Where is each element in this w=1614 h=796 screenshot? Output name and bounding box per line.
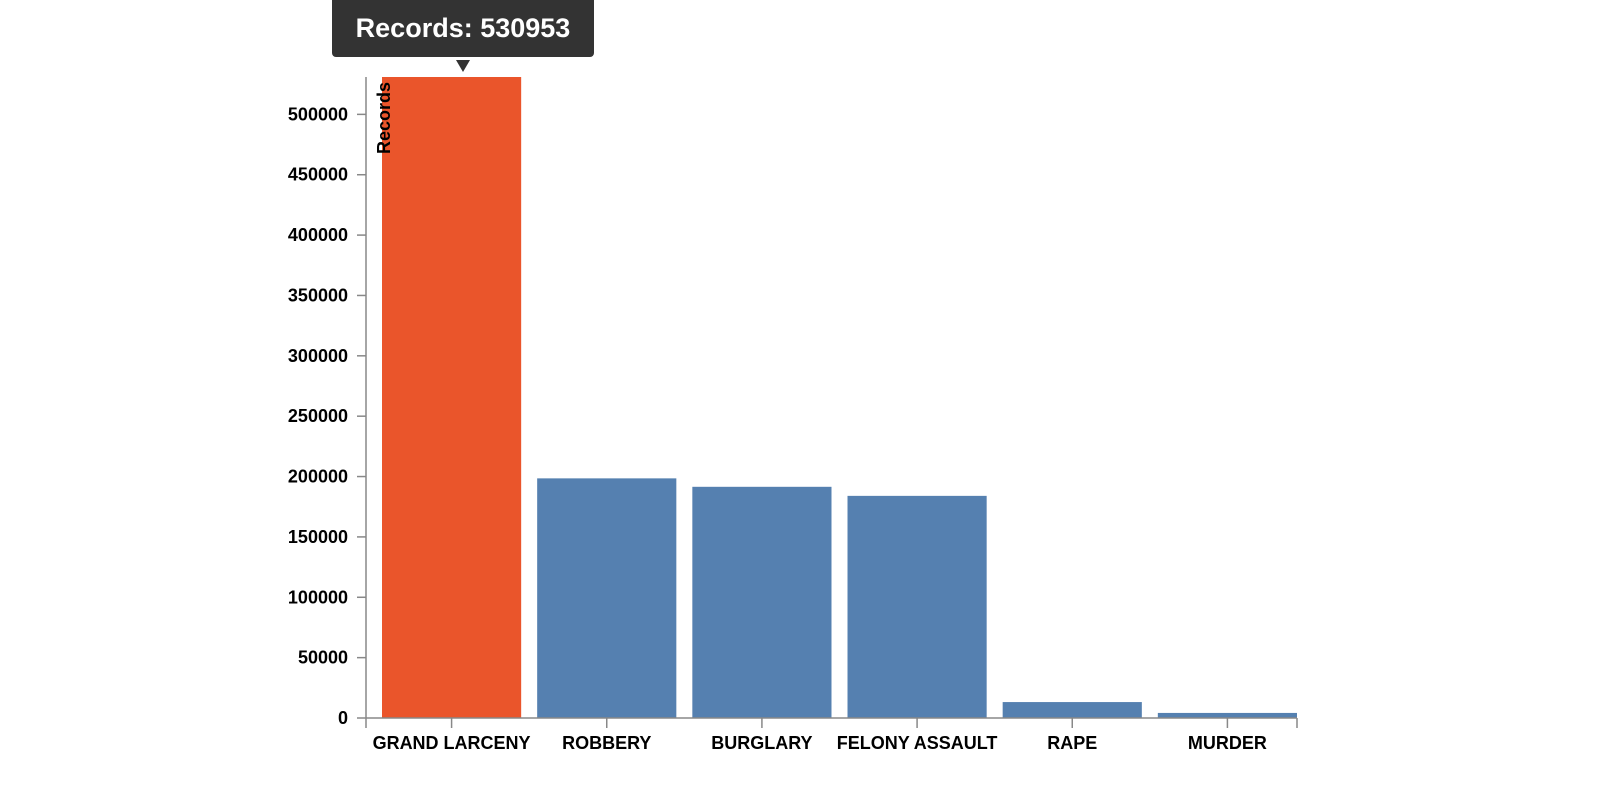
bars <box>382 77 1297 718</box>
bar-murder[interactable] <box>1157 712 1297 718</box>
y-tick-label: 150000 <box>288 527 348 547</box>
y-tick-label: 250000 <box>288 406 348 426</box>
x-tick-label: FELONY ASSAULT <box>837 733 998 753</box>
bar-robbery[interactable] <box>537 478 677 718</box>
x-tick-label: MURDER <box>1188 733 1267 753</box>
tooltip-text: Records: 530953 <box>355 13 571 43</box>
x-tick-label: ROBBERY <box>562 733 651 753</box>
y-axis-title: Records <box>374 82 394 154</box>
x-tick-label: RAPE <box>1047 733 1097 753</box>
x-tick-label: BURGLARY <box>711 733 812 753</box>
y-tick-label: 300000 <box>288 346 348 366</box>
y-tick-label: 0 <box>338 708 348 728</box>
y-axis: 0 50000 100000 150000 200000 250000 300000 3500… <box>288 77 367 728</box>
bar-rape[interactable] <box>1002 702 1142 718</box>
y-tick-label: 100000 <box>288 587 348 607</box>
bar-burglary[interactable] <box>692 486 832 718</box>
y-tick-label: 450000 <box>288 165 348 185</box>
value-tooltip: Records: 530953 <box>332 0 594 57</box>
tooltip-arrow-icon <box>456 60 470 72</box>
y-tick-label: 500000 <box>288 104 348 124</box>
y-tick-label: 200000 <box>288 467 348 487</box>
y-tick-label: 400000 <box>288 225 348 245</box>
x-axis: GRAND LARCENY ROBBERY BURGLARY FELONY ASSAU… <box>365 717 1298 753</box>
x-tick-label: GRAND LARCENY <box>373 733 531 753</box>
bar-felony-assault[interactable] <box>847 495 987 718</box>
bar-grand-larceny[interactable] <box>382 77 522 718</box>
y-tick-label: 350000 <box>288 285 348 305</box>
y-tick-label: 50000 <box>298 648 348 668</box>
